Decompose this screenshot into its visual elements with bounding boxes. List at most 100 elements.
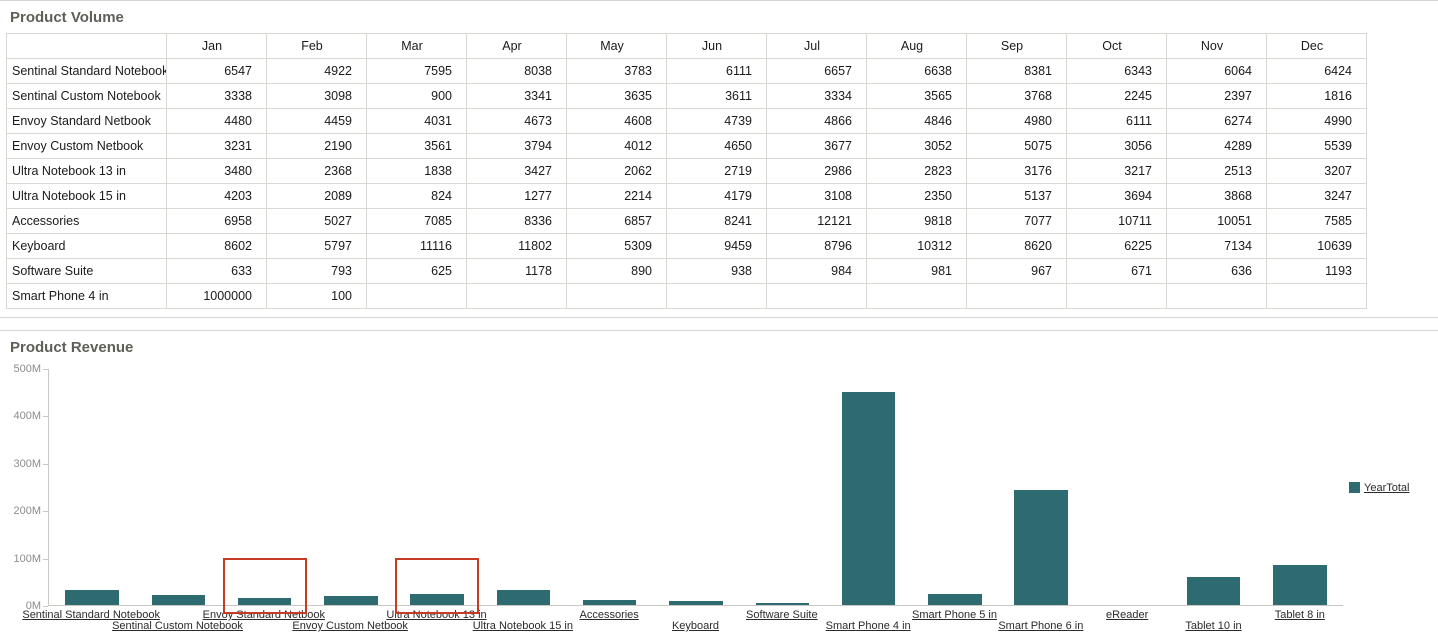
row-header-envoy-standard-netbook: Envoy Standard Netbook	[6, 108, 167, 134]
volume-cell: 3611	[666, 83, 767, 109]
volume-cell: 10312	[866, 233, 967, 259]
volume-cell: 7585	[1266, 208, 1367, 234]
bar-smart-phone-6-in[interactable]	[1014, 489, 1068, 605]
column-header-jun: Jun	[666, 33, 767, 59]
volume-cell: 2214	[566, 183, 667, 209]
bar-tablet-8-in[interactable]	[1273, 564, 1327, 605]
product-volume-panel: Product Volume Jan Feb Mar Apr May Jun Jul Aug S…	[0, 0, 1438, 318]
bar-sentinal-standard-notebook[interactable]	[65, 589, 119, 605]
volume-cell: 2062	[566, 158, 667, 184]
volume-cell: 3480	[166, 158, 267, 184]
row-header-sentinal-standard-notebook: Sentinal Standard Notebook	[6, 58, 167, 84]
bar-slot	[912, 369, 998, 605]
row-header-smart-phone-4-in: Smart Phone 4 in	[6, 283, 167, 309]
volume-cell: 3783	[566, 58, 667, 84]
x-axis-category-link[interactable]: Tablet 10 in	[1185, 620, 1242, 632]
volume-cell: 9459	[666, 233, 767, 259]
volume-cell: 5539	[1266, 133, 1367, 159]
bar-slot	[653, 369, 739, 605]
volume-cell	[866, 283, 967, 309]
volume-cell: 2823	[866, 158, 967, 184]
x-axis-category-link[interactable]: Keyboard	[671, 620, 720, 632]
y-axis-tick-label: 500M	[13, 363, 48, 375]
volume-cell: 7077	[966, 208, 1067, 234]
volume-cell: 4980	[966, 108, 1067, 134]
y-axis-tick-label: 400M	[13, 410, 48, 423]
volume-cell: 900	[366, 83, 467, 109]
volume-cell: 3561	[366, 133, 467, 159]
volume-cell: 6274	[1166, 108, 1267, 134]
row-header-ultra-notebook-15-in: Ultra Notebook 15 in	[6, 183, 167, 209]
volume-cell	[366, 283, 467, 309]
table-row: Smart Phone 4 in 1000000 100	[6, 283, 1367, 309]
bar-slot	[1084, 369, 1170, 605]
volume-cell: 3694	[1066, 183, 1167, 209]
table-row: Sentinal Custom Notebook 3338 3098 900 3341 3…	[6, 83, 1367, 109]
volume-cell: 2368	[266, 158, 367, 184]
bar-envoy-custom-netbook[interactable]	[324, 596, 378, 605]
bar-ultra-notebook-13-in[interactable]	[410, 594, 464, 605]
volume-cell: 4203	[166, 183, 267, 209]
volume-cell: 3341	[466, 83, 567, 109]
volume-cell: 8038	[466, 58, 567, 84]
row-header-keyboard: Keyboard	[6, 233, 167, 259]
volume-cell: 2089	[266, 183, 367, 209]
x-axis-category-link[interactable]: Smart Phone 6 in	[998, 620, 1084, 632]
bar-accessories[interactable]	[582, 599, 637, 605]
bar-smart-phone-5-in[interactable]	[928, 594, 982, 605]
volume-cell: 3231	[166, 133, 267, 159]
column-header-apr: Apr	[466, 33, 567, 59]
bar-software-suite[interactable]	[755, 603, 809, 605]
x-axis-category-link[interactable]: Smart Phone 4 in	[825, 620, 911, 632]
bar-ultra-notebook-15-in[interactable]	[496, 589, 551, 605]
volume-cell: 8796	[766, 233, 867, 259]
volume-cell: 6657	[766, 58, 867, 84]
x-axis-category-link[interactable]: Sentinal Custom Notebook	[112, 620, 243, 632]
bar-slot	[49, 369, 135, 605]
bar-slot	[1257, 369, 1343, 605]
volume-cell: 1816	[1266, 83, 1367, 109]
legend-label[interactable]: YearTotal	[1364, 481, 1410, 494]
column-header-aug: Aug	[866, 33, 967, 59]
volume-cell: 4922	[266, 58, 367, 84]
bar-slot	[135, 369, 221, 605]
volume-cell: 3207	[1266, 158, 1367, 184]
volume-cell: 2350	[866, 183, 967, 209]
x-axis-labels: Sentinal Standard Notebook Sentinal Custo…	[22, 606, 1343, 634]
volume-cell: 2513	[1166, 158, 1267, 184]
x-axis-category-link[interactable]: Ultra Notebook 15 in	[472, 620, 573, 632]
column-header-mar: Mar	[366, 33, 467, 59]
column-header-sep: Sep	[966, 33, 1067, 59]
x-axis-category-link[interactable]: Software Suite	[746, 609, 818, 621]
bar-envoy-standard-netbook[interactable]	[237, 597, 292, 605]
volume-cell: 6547	[166, 58, 267, 84]
x-axis-category-link[interactable]: Tablet 8 in	[1274, 609, 1325, 621]
legend-swatch-icon	[1349, 482, 1360, 493]
bar-slot	[825, 369, 911, 605]
volume-cell: 8381	[966, 58, 1067, 84]
volume-cell: 3565	[866, 83, 967, 109]
bar-smart-phone-4-in[interactable]	[841, 392, 896, 605]
volume-cell: 5797	[266, 233, 367, 259]
bar-sentinal-custom-notebook[interactable]	[151, 595, 206, 605]
y-axis-tick-label: 0M	[25, 600, 49, 612]
volume-cell: 5309	[566, 233, 667, 259]
x-axis-category-link[interactable]: Envoy Custom Netbook	[292, 620, 408, 632]
bar-keyboard[interactable]	[669, 600, 723, 605]
volume-cell	[566, 283, 667, 309]
x-axis-category-link[interactable]: eReader	[1106, 609, 1149, 621]
x-axis-category-link[interactable]: Smart Phone 5 in	[912, 609, 997, 621]
x-axis-category-link[interactable]: Envoy Standard Netbook	[202, 609, 325, 621]
x-axis-category-link[interactable]: Sentinal Standard Notebook	[22, 609, 160, 621]
x-axis-category-link[interactable]: Accessories	[579, 609, 639, 621]
x-axis-category-link[interactable]: Ultra Notebook 13 in	[386, 609, 487, 621]
volume-cell: 2719	[666, 158, 767, 184]
volume-cell: 4866	[766, 108, 867, 134]
volume-cell: 10639	[1266, 233, 1367, 259]
volume-cell: 6225	[1066, 233, 1167, 259]
volume-cell	[1066, 283, 1167, 309]
bar-tablet-10-in[interactable]	[1186, 576, 1241, 605]
chart-legend: YearTotal	[1343, 369, 1438, 606]
volume-cell: 6111	[1066, 108, 1167, 134]
column-header-oct: Oct	[1066, 33, 1167, 59]
